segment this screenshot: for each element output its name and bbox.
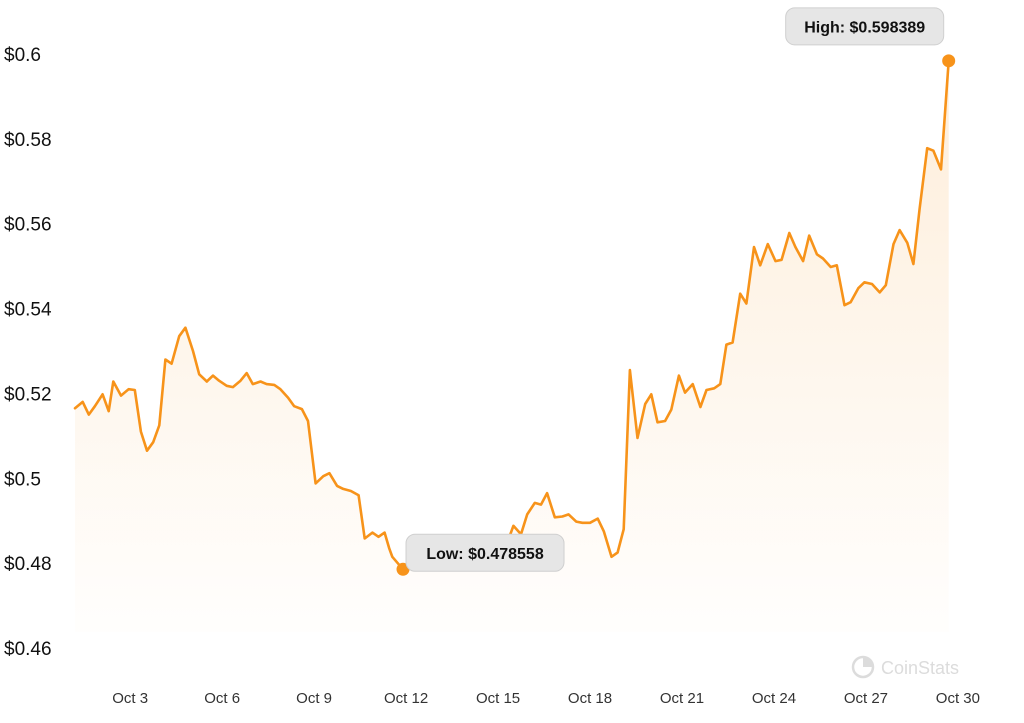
y-tick-label: $0.46 xyxy=(4,639,52,660)
low-callout-label: Low: $0.478558 xyxy=(426,546,544,563)
y-tick-label: $0.56 xyxy=(4,215,52,236)
x-tick-label: Oct 3 xyxy=(112,690,148,707)
pie-chart-icon xyxy=(851,655,875,679)
high-point-marker xyxy=(942,54,956,68)
series-area xyxy=(75,60,949,633)
x-tick-label: Oct 18 xyxy=(568,690,612,707)
low-callout-box xyxy=(405,533,565,572)
watermark-label: CoinStats xyxy=(881,658,959,678)
y-tick-label: $0.52 xyxy=(4,384,52,405)
x-tick-label: Oct 15 xyxy=(476,690,520,707)
x-tick-label: Oct 30 xyxy=(936,690,980,707)
y-tick-label: $0.58 xyxy=(4,130,52,151)
x-tick-label: Oct 6 xyxy=(204,690,240,707)
annotations: Low: $0.478558 High: $0.598389 xyxy=(396,7,956,576)
x-tick-label: Oct 9 xyxy=(296,690,332,707)
y-tick-label: $0.6 xyxy=(4,45,41,66)
x-tick-label: Oct 24 xyxy=(752,690,796,707)
x-tick-label: Oct 12 xyxy=(384,690,428,707)
x-axis: Oct 3 Oct 6 Oct 9 Oct 12 Oct 15 Oct 18 Oct 21 O… xyxy=(112,690,980,707)
y-tick-label: $0.54 xyxy=(4,300,52,321)
high-callout-label: High: $0.598389 xyxy=(804,19,925,36)
y-tick-label: $0.48 xyxy=(4,554,52,575)
x-tick-label: Oct 27 xyxy=(844,690,888,707)
watermark: CoinStats xyxy=(851,655,959,679)
y-tick-label: $0.5 xyxy=(4,469,41,490)
x-tick-label: Oct 21 xyxy=(660,690,704,707)
y-axis: $0.6 $0.58 $0.56 $0.54 $0.52 $0.5 $0.48 $0.46 xyxy=(4,45,52,660)
high-callout-box xyxy=(785,7,945,46)
